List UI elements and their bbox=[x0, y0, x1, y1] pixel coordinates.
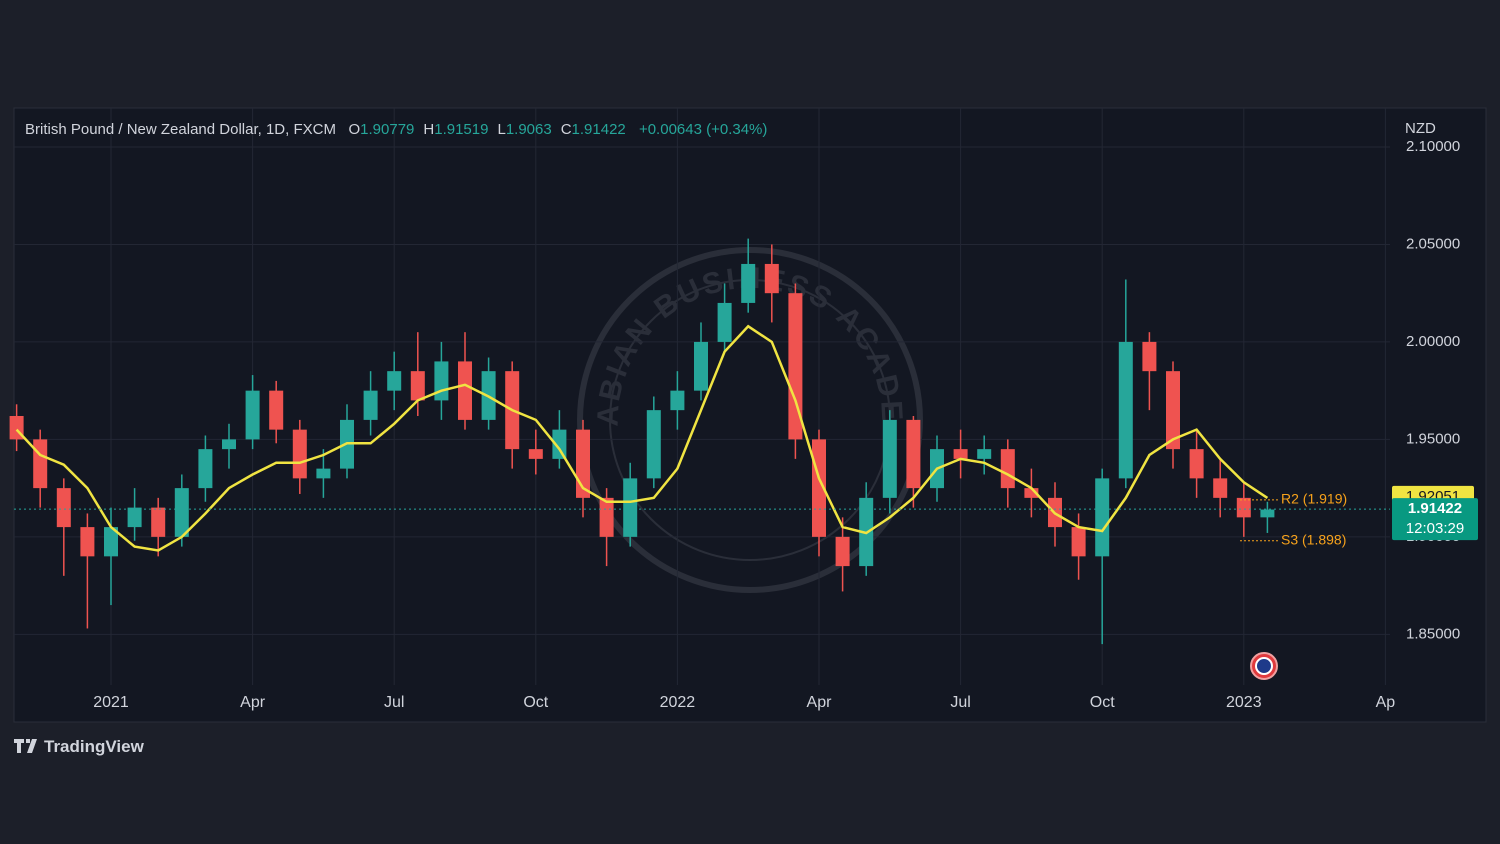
last-price-box bbox=[1392, 498, 1478, 541]
candle-body bbox=[1142, 341, 1157, 372]
candle-body bbox=[623, 478, 638, 537]
candle-body bbox=[882, 419, 897, 498]
candle-body bbox=[387, 371, 402, 391]
symbol-title: British Pound / New Zealand Dollar, 1D, … bbox=[25, 121, 336, 138]
candle-body bbox=[33, 439, 48, 489]
candle-body bbox=[788, 293, 803, 440]
candle-body bbox=[1095, 478, 1110, 557]
candle-body bbox=[1236, 497, 1251, 518]
candle-body bbox=[670, 390, 685, 411]
candle-body bbox=[56, 488, 71, 528]
countdown-label: 12:03:29 bbox=[1406, 520, 1464, 537]
candle-body bbox=[1071, 527, 1086, 557]
ohlc-key: C bbox=[560, 121, 572, 138]
candle-body bbox=[599, 497, 614, 537]
candle-body bbox=[1166, 371, 1180, 450]
x-tick-label: Apr bbox=[240, 694, 266, 711]
x-tick-label: 2023 bbox=[1226, 694, 1262, 711]
candle-body bbox=[764, 263, 779, 294]
candle-body bbox=[694, 341, 708, 391]
ohlc-key: O bbox=[348, 121, 361, 138]
candle-body bbox=[528, 449, 543, 459]
plot-layer: 1.850001.900001.950002.000002.050002.100… bbox=[9, 108, 1478, 711]
candle-body bbox=[80, 527, 95, 557]
candle-body bbox=[458, 361, 472, 420]
pivot-label: R2 (1.919) bbox=[1281, 491, 1347, 507]
event-flag-inner bbox=[1255, 657, 1273, 675]
change: +0.00643 (+0.34%) bbox=[638, 121, 768, 138]
x-tick-label: Jul bbox=[950, 694, 970, 711]
candle-body bbox=[552, 429, 567, 459]
candle-body bbox=[222, 439, 236, 450]
ohlc-value: 1.90779 bbox=[360, 121, 415, 138]
candle-body bbox=[1024, 488, 1039, 498]
x-tick-label: Apr bbox=[807, 694, 833, 711]
brand-name: TradingView bbox=[44, 737, 144, 756]
ohlc-value: 1.9063 bbox=[505, 121, 552, 138]
moving-average-line bbox=[15, 324, 1269, 552]
candle-body bbox=[1000, 449, 1015, 489]
candle-body bbox=[717, 302, 732, 342]
candle-body bbox=[977, 449, 992, 459]
x-tick-label: Oct bbox=[523, 694, 548, 711]
candle-body bbox=[127, 507, 142, 528]
ohlc-value: 1.91519 bbox=[434, 121, 489, 138]
ohlc-values: O1.90779 H1.91519 L1.9063 C1.91422 bbox=[348, 121, 634, 138]
chart-panel bbox=[13, 107, 1487, 723]
candle-body bbox=[151, 507, 166, 537]
x-tick-label: 2021 bbox=[93, 694, 129, 711]
brand: TradingView bbox=[14, 737, 144, 757]
candle-body bbox=[835, 536, 850, 567]
candle-body bbox=[316, 468, 331, 479]
y-tick-label: 1.85000 bbox=[1406, 625, 1460, 642]
candle-body bbox=[646, 410, 661, 479]
symbol-header: British Pound / New Zealand Dollar, 1D, … bbox=[25, 121, 776, 138]
candle-body bbox=[434, 361, 449, 401]
currency-label: NZD bbox=[1405, 120, 1436, 137]
last-price-label: 1.91422 bbox=[1408, 500, 1462, 517]
candle-body bbox=[198, 449, 213, 489]
y-tick-label: 2.10000 bbox=[1406, 138, 1460, 155]
ohlc-key: H bbox=[423, 121, 435, 138]
x-tick-label: Oct bbox=[1090, 694, 1115, 711]
candle-body bbox=[410, 371, 425, 401]
candle-body bbox=[953, 449, 968, 459]
ohlc-key: L bbox=[497, 121, 506, 138]
x-tick-label: Jul bbox=[384, 694, 404, 711]
candle-body bbox=[1213, 478, 1228, 498]
brand-logo bbox=[14, 739, 37, 753]
candle-body bbox=[1118, 341, 1133, 479]
x-tick-label: 2022 bbox=[660, 694, 696, 711]
candle-body bbox=[1260, 509, 1275, 518]
candle-body bbox=[245, 390, 260, 440]
ohlc-value: 1.91422 bbox=[571, 121, 626, 138]
candle-body bbox=[741, 263, 756, 303]
candle-body bbox=[269, 390, 284, 430]
y-tick-label: 2.00000 bbox=[1406, 333, 1460, 350]
candle-body bbox=[292, 429, 307, 479]
y-tick-label: 1.95000 bbox=[1406, 430, 1460, 447]
candle-body bbox=[174, 488, 189, 537]
pivot-label: S3 (1.898) bbox=[1281, 531, 1346, 547]
candle-body bbox=[1189, 449, 1204, 479]
candle-body bbox=[906, 419, 921, 489]
x-tick-label: Ap bbox=[1376, 694, 1396, 711]
candle-body bbox=[363, 390, 378, 420]
candle-body bbox=[104, 527, 118, 557]
y-tick-label: 2.05000 bbox=[1406, 235, 1460, 252]
